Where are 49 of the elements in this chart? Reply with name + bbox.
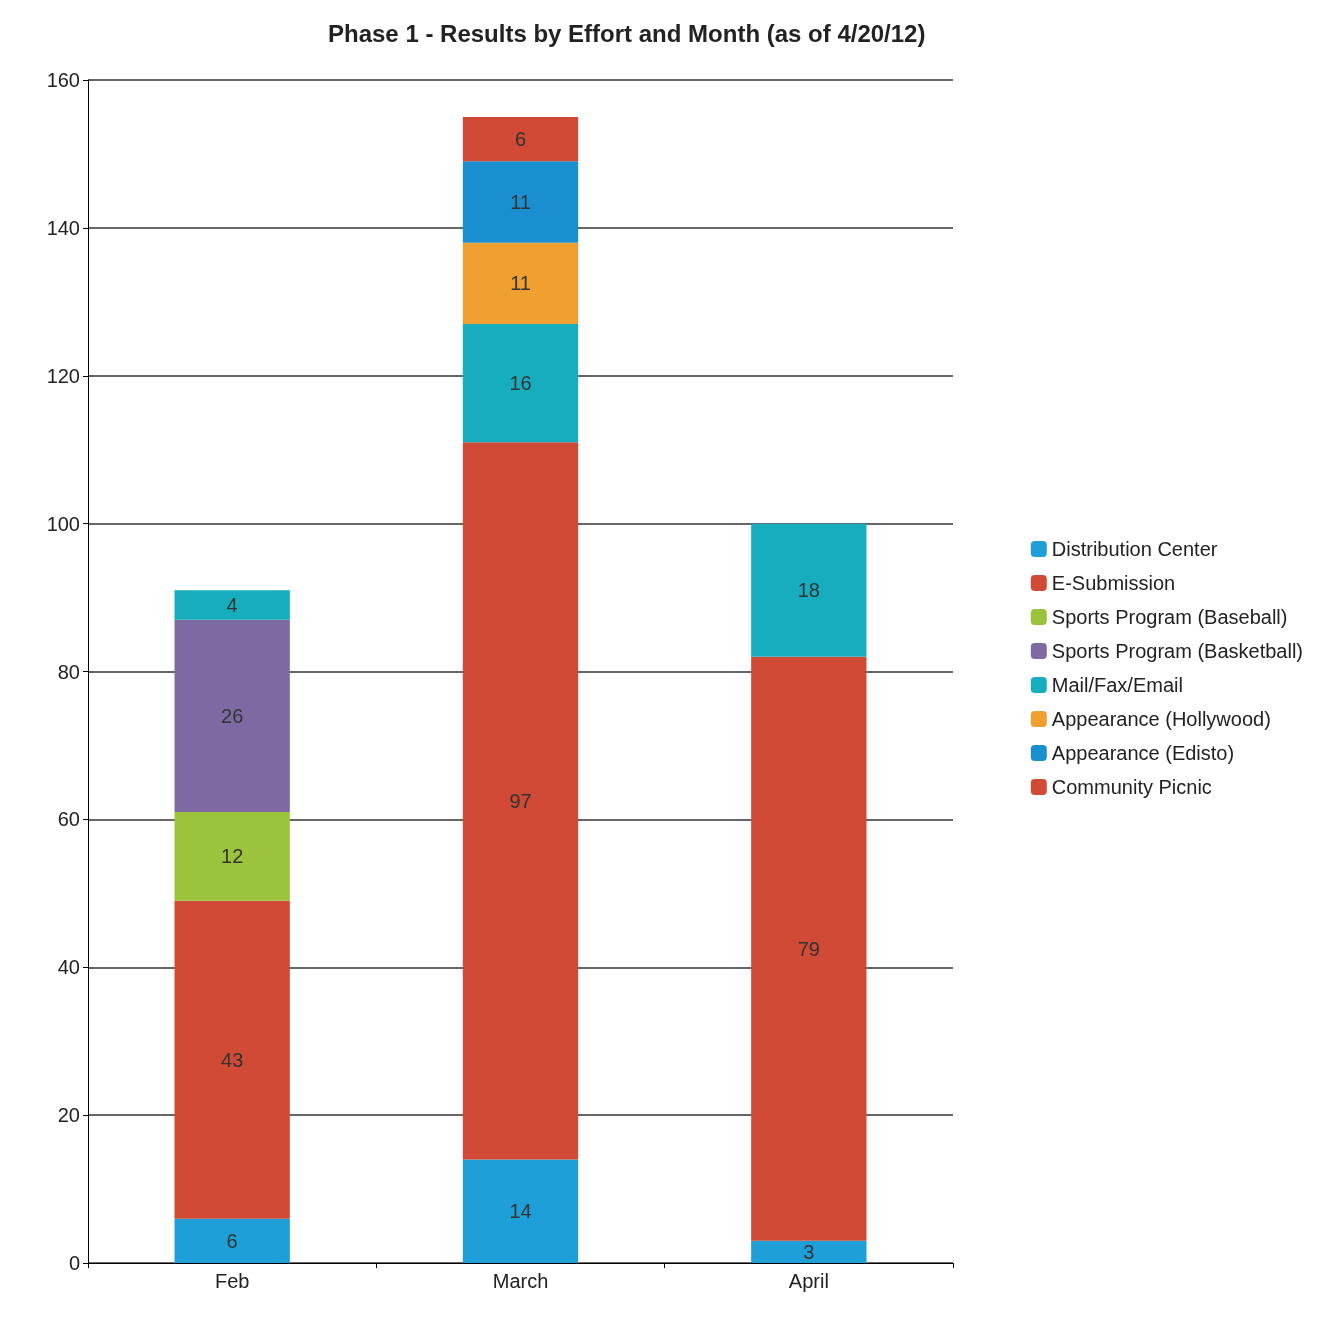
y-tick-label: 80 [57,660,80,683]
bar [462,1159,579,1263]
x-tick-label: April [788,1270,829,1292]
data-label: 18 [797,579,820,602]
bar [751,656,867,1241]
data-label: 6 [226,1229,238,1252]
data-label: 6 [514,128,527,151]
bar [174,1218,290,1263]
bar [174,619,290,812]
data-label: 3 [803,1240,815,1263]
x-tick-label: March [492,1270,549,1292]
y-tick-label: 0 [68,1252,80,1274]
legend-label: Appearance (Edisto) [1051,742,1235,764]
data-label: 11 [510,191,531,213]
data-label: 4 [226,593,238,616]
data-label: 14 [509,1200,532,1223]
y-tick-label: 100 [46,512,80,535]
bar [751,1240,867,1263]
data-label: 11 [510,272,531,295]
data-label: 12 [221,845,244,868]
legend-label: Community Picnic [1051,776,1212,798]
data-label: 43 [221,1048,244,1071]
y-tick-label: 140 [46,216,80,239]
bar [462,242,579,324]
bar [174,811,290,901]
legend-label: Sports Program (Baseball) [1051,606,1288,628]
y-tick-label: 160 [46,69,80,91]
data-label: 79 [797,937,820,960]
bar [462,161,579,243]
y-tick-label: 20 [57,1104,80,1127]
bar [462,442,579,1160]
bar [751,523,867,657]
y-tick-label: 120 [46,364,80,387]
y-tick-label: 40 [57,956,80,979]
legend-label: E-Submission [1051,572,1176,594]
chart-title: Phase 1 - Results by Effort and Month (as of 4/20/12) [328,19,926,47]
y-tick-label: 60 [57,808,80,831]
legend-label: Sports Program (Basketball) [1051,640,1303,662]
legend-label: Appearance (Hollywood) [1051,708,1271,730]
bar [174,590,290,620]
data-label: 97 [509,789,532,812]
data-label: 26 [221,704,244,727]
bar [462,323,579,443]
legend-label: Mail/Fax/Email [1051,674,1183,696]
legend-label: Distribution Center [1051,538,1218,560]
x-tick-label: Feb [214,1270,250,1292]
bar [174,900,290,1219]
data-label: 16 [509,372,532,395]
bar [462,116,579,162]
